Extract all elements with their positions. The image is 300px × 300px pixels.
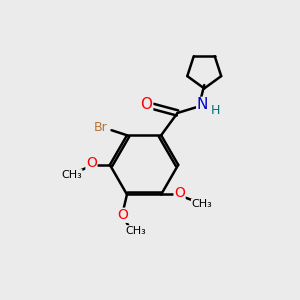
- Text: H: H: [211, 104, 220, 117]
- Text: O: O: [117, 208, 128, 222]
- Text: CH₃: CH₃: [61, 170, 82, 180]
- Text: O: O: [174, 186, 185, 200]
- Text: CH₃: CH₃: [125, 226, 146, 236]
- Text: CH₃: CH₃: [191, 199, 212, 209]
- Text: Br: Br: [94, 121, 108, 134]
- Text: N: N: [197, 98, 208, 112]
- Text: O: O: [86, 156, 97, 170]
- Text: O: O: [141, 98, 153, 112]
